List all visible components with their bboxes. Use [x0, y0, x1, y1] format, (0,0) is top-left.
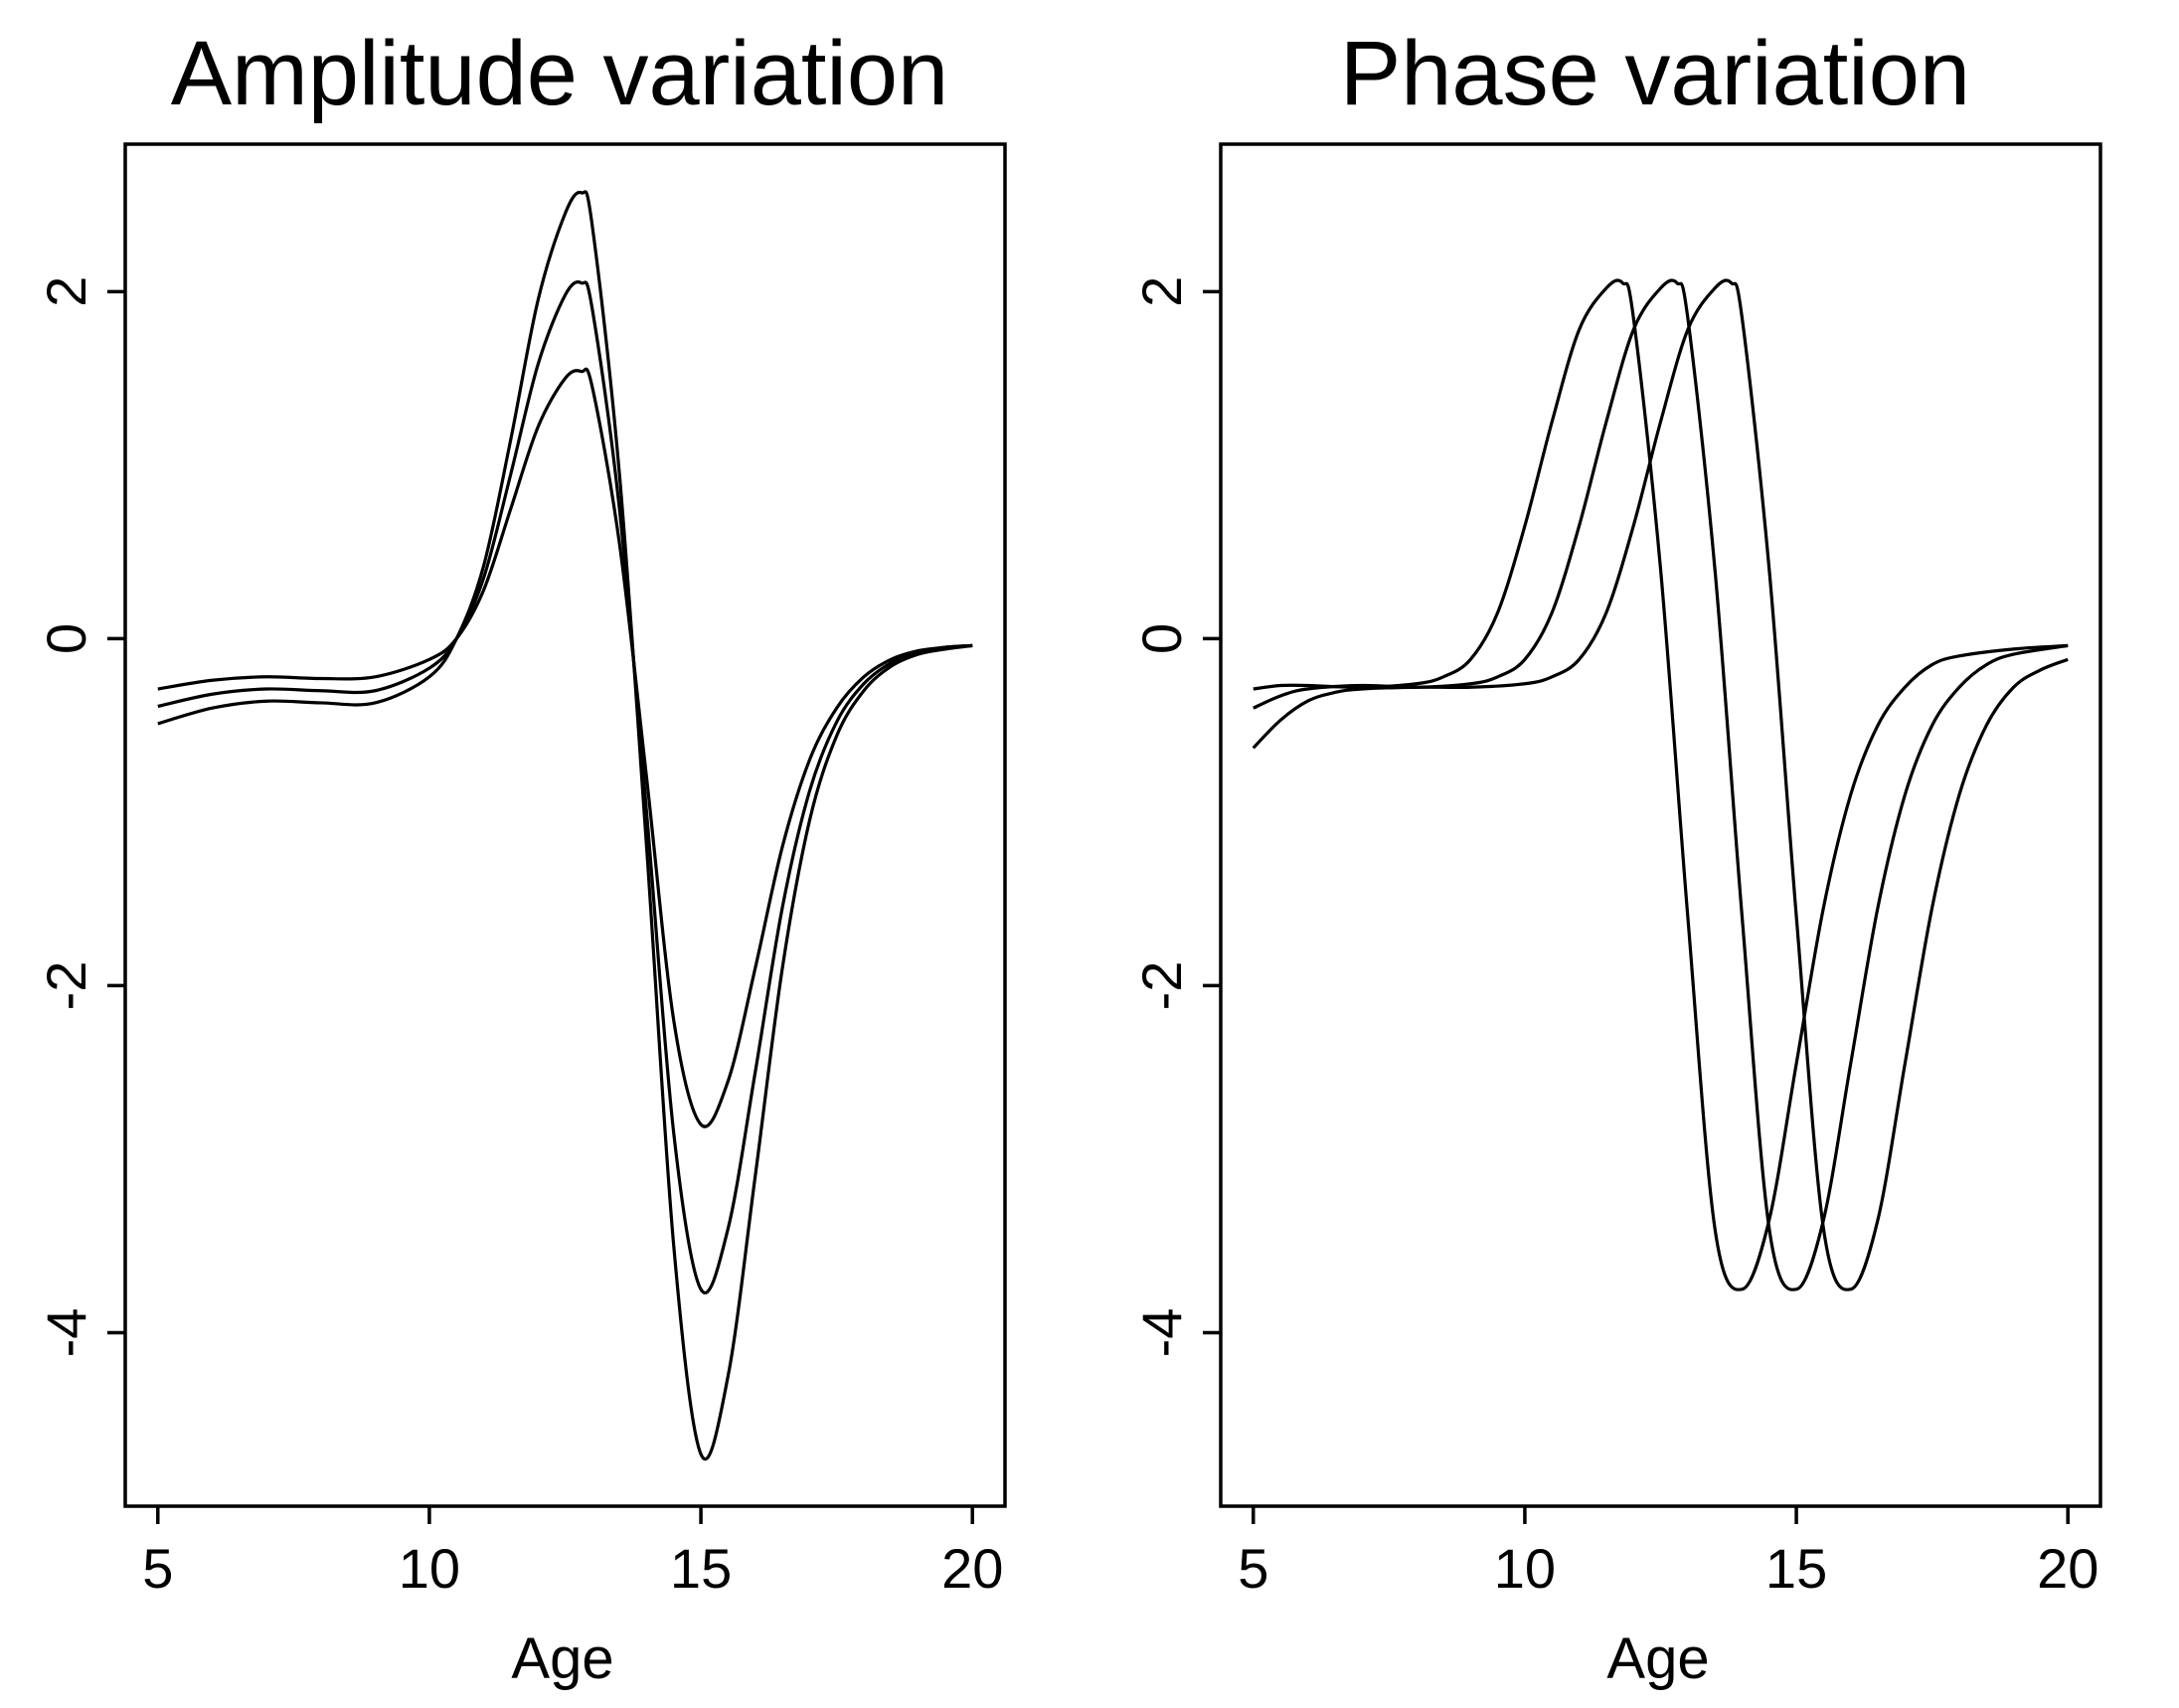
y-tick-label: 2: [1130, 276, 1193, 307]
x-tick-label: 20: [941, 1537, 1003, 1600]
series-line-3: [157, 190, 973, 1461]
panel-title: Amplitude variation: [171, 23, 948, 124]
y-tick-label: 2: [35, 276, 97, 307]
x-axis-label: Age: [1606, 1626, 1709, 1691]
x-tick-label: 15: [1765, 1537, 1827, 1600]
series-line-1: [157, 367, 973, 1128]
y-tick-label: -2: [1130, 961, 1193, 1011]
x-axis-label: Age: [511, 1626, 613, 1691]
y-tick-label: 0: [1130, 623, 1193, 654]
plot-frame: [1219, 142, 2102, 1508]
curves: [157, 190, 973, 1461]
curves: [1252, 278, 2069, 1291]
x-tick-label: 15: [670, 1537, 732, 1600]
x-tick-label: 5: [1238, 1537, 1268, 1600]
x-tick-label: 10: [1494, 1537, 1556, 1600]
y-tick-label: -4: [1130, 1308, 1193, 1358]
x-tick-label: 10: [399, 1537, 460, 1600]
y-tick-label: -4: [35, 1308, 97, 1358]
x-tick-label: 5: [142, 1537, 173, 1600]
series-line-2: [157, 280, 973, 1294]
y-tick-label: -2: [35, 961, 97, 1011]
plot-frame: [123, 142, 1007, 1508]
series-line-1: [1253, 278, 2069, 1291]
y-tick-label: 0: [35, 623, 97, 654]
panel-title: Phase variation: [1340, 23, 1970, 124]
series-line-2: [1253, 278, 2069, 1291]
x-tick-label: 20: [2037, 1537, 2098, 1600]
series-line-3: [1252, 278, 2069, 1291]
